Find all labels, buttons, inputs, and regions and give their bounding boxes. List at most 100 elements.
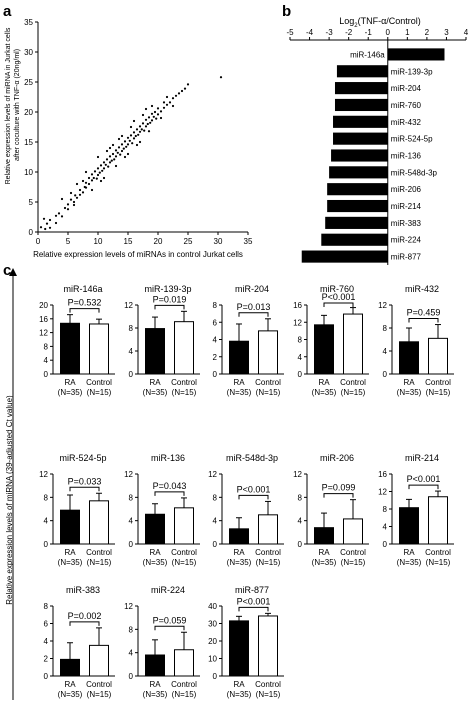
scatter-point	[105, 149, 109, 153]
scatter-ylabel-line2: after coculture with TNF-α (20ng/ml)	[14, 49, 21, 161]
scatter-point	[102, 161, 106, 164]
control-bar	[89, 644, 109, 677]
group-sublabel: (N=15)	[172, 388, 197, 397]
group-label: RA	[64, 548, 76, 557]
pvalue-label: P=0.459	[407, 308, 441, 318]
log2-category-label: miR-432	[391, 118, 422, 127]
subplot-y-tick-label: 4	[44, 517, 49, 526]
scatter-point	[105, 158, 109, 161]
subplot-y-tick-label: 2	[44, 655, 49, 664]
log2-bar	[331, 149, 388, 162]
ra-bar	[314, 324, 334, 375]
scatter-point	[81, 191, 85, 194]
scatter-point	[143, 129, 146, 132]
scatter-point	[113, 158, 116, 161]
scatter-point	[48, 226, 52, 229]
group-label: Control	[340, 548, 366, 557]
group-sublabel: (N=15)	[87, 558, 112, 567]
pvalue-label: P=0.019	[153, 294, 187, 304]
subplot-y-tick-label: 40	[208, 602, 217, 611]
scatter-point	[104, 163, 107, 166]
ra-bar	[145, 513, 165, 545]
subplot-miR-146a: miR-146a 0 4 8 12 16 20 P=0.532 RA(N=35)Control(…	[39, 284, 115, 397]
log2-category-label: miR-877	[391, 253, 422, 262]
group-label: Control	[255, 680, 281, 689]
scatter-point	[66, 208, 70, 211]
scatter-point	[39, 226, 43, 229]
subplot-y-tick-label: 8	[44, 342, 49, 351]
group-sublabel: (N=15)	[87, 690, 112, 699]
pvalue-label: P=0.532	[68, 298, 102, 308]
subplot-y-tick-label: 30	[208, 620, 217, 629]
pvalue-label: P=0.043	[153, 481, 187, 491]
log2-category-label: miR-524-5p	[391, 135, 433, 144]
subplot-title: miR-146a	[63, 284, 102, 294]
group-label: Control	[171, 548, 197, 557]
scatter-point	[81, 179, 85, 183]
log2-xlabel: Log2(TNF-α/Control)	[339, 16, 421, 29]
subplot-title: miR-139-3p	[144, 284, 191, 294]
subplot-y-tick-label: 0	[129, 672, 134, 681]
ra-bar	[145, 328, 165, 375]
scatter-point	[149, 121, 152, 124]
log2-category-label: miR-224	[391, 236, 422, 245]
scatter-x-tick-label: 35	[244, 237, 253, 246]
log2-x-tick-label: 3	[444, 28, 449, 37]
scatter-point	[137, 133, 140, 136]
control-bar	[428, 496, 448, 545]
pvalue-bracket	[238, 606, 269, 612]
subplot-y-tick-label: 4	[383, 523, 388, 532]
scatter-point	[126, 152, 130, 156]
scatter-point	[156, 107, 160, 110]
ra-bar	[229, 340, 249, 375]
subplot-title: miR-383	[66, 585, 100, 595]
scatter-point	[72, 203, 76, 207]
control-bar	[174, 321, 194, 375]
scatter-point	[171, 104, 175, 108]
scatter-point	[93, 170, 97, 173]
subplot-y-tick-label: 4	[213, 336, 218, 345]
group-sublabel: (N=15)	[172, 558, 197, 567]
subplot-y-tick-label: 0	[213, 540, 218, 549]
scatter-y-tick-label: 25	[24, 78, 33, 87]
subplot-y-tick-label: 0	[298, 540, 303, 549]
log2-bar	[325, 216, 388, 229]
subplot-y-tick-label: 0	[129, 540, 134, 549]
scatter-point	[114, 155, 118, 158]
control-bar	[89, 323, 109, 375]
scatter-point	[45, 222, 49, 225]
group-label: Control	[86, 548, 112, 557]
log2-x-tick-label: -2	[345, 28, 353, 37]
subplot-y-tick-label: 4	[383, 347, 388, 356]
scatter-point	[150, 112, 154, 115]
pvalue-bracket	[408, 484, 439, 490]
group-label: Control	[340, 378, 366, 387]
group-label: RA	[403, 548, 415, 557]
group-label: RA	[318, 548, 330, 557]
scatter-point	[132, 137, 136, 140]
scatter-point	[84, 170, 88, 174]
subplot-y-tick-label: 6	[44, 620, 49, 629]
subplot-y-tick-label: 8	[298, 493, 303, 502]
log2-x-tick-label: 1	[405, 28, 410, 37]
scatter-point	[126, 143, 130, 146]
ra-bar	[60, 322, 80, 375]
scatter-x-tick-label: 5	[66, 237, 71, 246]
scatter-point	[129, 125, 133, 129]
pvalue-label: P=0.099	[322, 483, 356, 493]
subplot-y-tick-label: 12	[293, 318, 302, 327]
scatter-point	[219, 76, 223, 79]
subplot-y-tick-label: 8	[213, 301, 218, 310]
log2-bar-chart: Log2(TNF-α/Control) -5 -4 -3 -2 -1 0 1 2 3 4 miR-1…	[286, 16, 469, 265]
scatter-point	[90, 179, 94, 182]
subplot-y-tick-label: 4	[298, 517, 303, 526]
scatter-point	[42, 217, 46, 220]
scatter-point	[183, 87, 187, 90]
bar-subplots: Relative expression levels of miRNA (39-…	[5, 268, 454, 700]
subplot-y-tick-label: 0	[298, 370, 303, 379]
panel-label-c: c	[3, 262, 11, 279]
subplot-y-tick-label: 20	[39, 301, 48, 310]
scatter-point	[150, 119, 154, 122]
subplot-miR-877: miR-877 0 10 20 30 40 P<0.001 RA(N=35)Control(N…	[208, 585, 284, 699]
scatter-point	[180, 89, 184, 93]
